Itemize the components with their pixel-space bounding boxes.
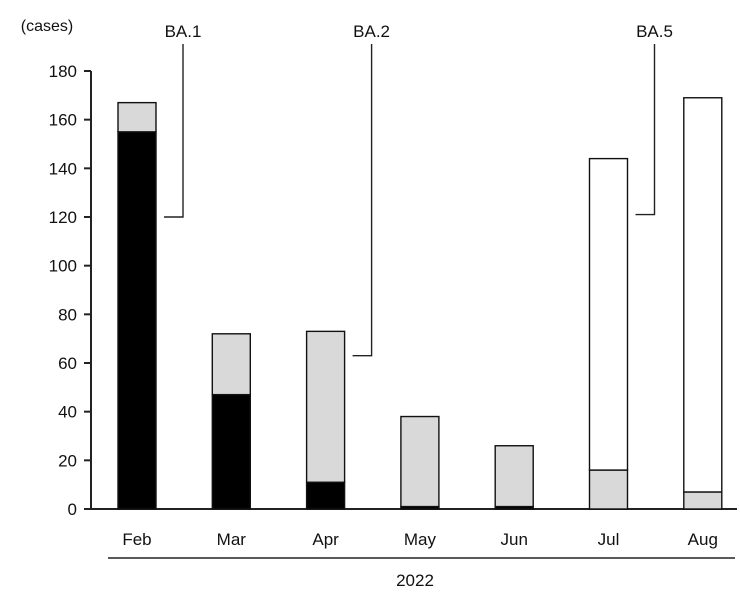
- x-tick-label: Aug: [688, 530, 718, 549]
- y-tick-label: 80: [58, 305, 77, 324]
- axes: [84, 70, 737, 559]
- bar-ba5-aug: [683, 97, 723, 493]
- annotation-label-ba1: BA.1: [165, 22, 202, 41]
- x-tick-label: Jun: [500, 530, 527, 549]
- bar-ba2-jun: [494, 445, 534, 508]
- x-tick-label: Mar: [217, 530, 247, 549]
- y-tick-label: 100: [49, 257, 77, 276]
- bar-ba1-mar: [211, 393, 252, 510]
- labels: 0 20 40 60 80 100 120 140 160 180 (cases) Feb Mar Apr…: [21, 18, 718, 590]
- x-axis-label: 2022: [396, 571, 434, 590]
- y-tick-label: 140: [49, 159, 77, 178]
- annotation-label-ba5: BA.5: [636, 22, 673, 41]
- annotations: BA.1 BA.2 BA.5: [164, 22, 673, 357]
- y-tick-label: 60: [58, 354, 77, 373]
- x-tick-label: Jul: [598, 530, 620, 549]
- bar-ba5-jul: [588, 157, 629, 471]
- y-tick-label: 20: [58, 451, 77, 470]
- bar-ba2-feb: [117, 101, 157, 133]
- bar-ba2-jul: [588, 469, 629, 510]
- annotation-line-ba5: [635, 44, 656, 216]
- bar-ba2-mar: [211, 333, 252, 396]
- y-tick-label: 120: [49, 208, 77, 227]
- y-axis-label: (cases): [21, 18, 73, 35]
- bars: [117, 97, 723, 510]
- y-tick-label: 40: [58, 403, 77, 422]
- y-tick-label: 0: [68, 500, 77, 519]
- annotation-label-ba2: BA.2: [353, 22, 390, 41]
- bar-ba1-apr: [305, 481, 346, 510]
- bar-ba2-apr: [305, 330, 346, 483]
- x-tick-label: Feb: [122, 530, 151, 549]
- annotation-line-ba2: [352, 44, 373, 357]
- y-tick-label: 160: [49, 111, 77, 130]
- annotation-line-ba1: [164, 44, 184, 218]
- bar-ba1-feb: [117, 131, 157, 510]
- y-tick-label: 180: [49, 62, 77, 81]
- x-tick-label: May: [404, 530, 437, 549]
- bar-ba2-may: [400, 415, 440, 508]
- bar-ba2-aug: [683, 491, 723, 510]
- x-tick-label: Apr: [312, 530, 339, 549]
